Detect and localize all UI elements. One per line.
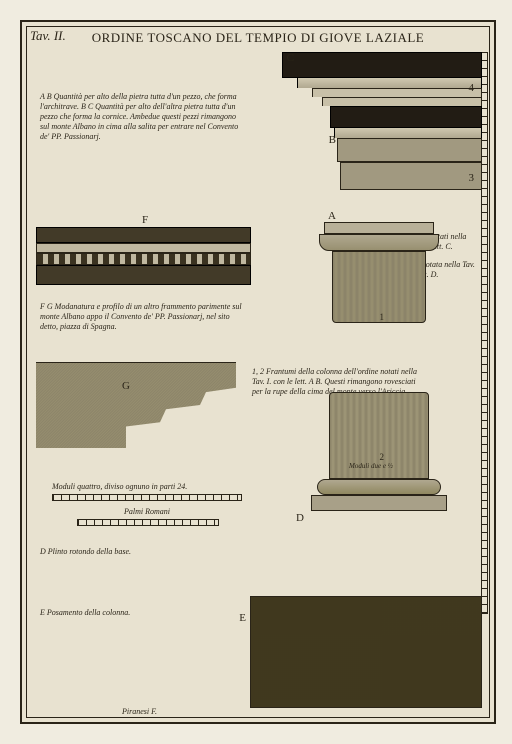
ruler-moduli — [52, 494, 242, 501]
molding-fascia — [36, 243, 251, 253]
echinus — [319, 234, 439, 251]
molding-top-band — [36, 227, 251, 243]
cornice-step — [312, 88, 482, 97]
architrave-lower — [340, 162, 482, 190]
letter-f: F — [142, 214, 148, 226]
foundation-block — [250, 596, 482, 708]
cornice-bed — [297, 78, 482, 88]
cornice-step — [322, 97, 482, 106]
annotation-d: D Plinto rotondo della base. — [40, 547, 150, 557]
architrave-upper — [337, 138, 482, 162]
frieze-dark — [330, 106, 482, 128]
ruler-palmi — [77, 519, 219, 526]
engraving-plate: Tav. II. ORDINE TOSCANO DEL TEMPIO DI GI… — [20, 20, 496, 724]
scale-palmi-label: Palmi Romani — [52, 507, 242, 516]
number-2: 2 — [380, 452, 385, 462]
molding-bottom-band — [36, 265, 251, 285]
cornice-corona — [282, 52, 482, 78]
number-3: 3 — [469, 172, 475, 184]
title: ORDINE TOSCANO DEL TEMPIO DI GIOVE LAZIA… — [22, 30, 494, 46]
letter-d: D — [296, 512, 304, 524]
letter-g: G — [122, 380, 130, 392]
column-capital — [324, 222, 434, 323]
molding-dentils — [36, 253, 251, 265]
molding-section-f — [36, 227, 251, 287]
annotation-ab-bc: A B Quantità per alto della pietra tutta… — [40, 92, 240, 142]
plinth — [311, 495, 447, 511]
abacus — [324, 222, 434, 234]
number-4: 4 — [469, 82, 475, 94]
entablature-section — [282, 52, 482, 217]
moduli-inscription: Moduli due e ½ — [349, 462, 399, 471]
letter-a: A — [328, 210, 336, 222]
annotation-fg: F G Modanatura e profilo di un altro fra… — [40, 302, 245, 332]
letter-b: B — [329, 134, 336, 146]
scale-bar: Moduli quattro, diviso ognuno in parti 2… — [52, 482, 242, 526]
annotation-e: E Posamento della colonna. — [40, 608, 140, 618]
cornice-molding — [334, 128, 482, 138]
artist-signature: Piranesi F. — [122, 707, 157, 716]
letter-e: E — [239, 612, 246, 624]
torus — [317, 479, 441, 495]
scale-moduli-label: Moduli quattro, diviso ognuno in parti 2… — [52, 482, 187, 491]
number-1: 1 — [380, 312, 385, 322]
vertical-scale-ruler — [481, 52, 488, 614]
letter-c: C — [287, 52, 294, 64]
